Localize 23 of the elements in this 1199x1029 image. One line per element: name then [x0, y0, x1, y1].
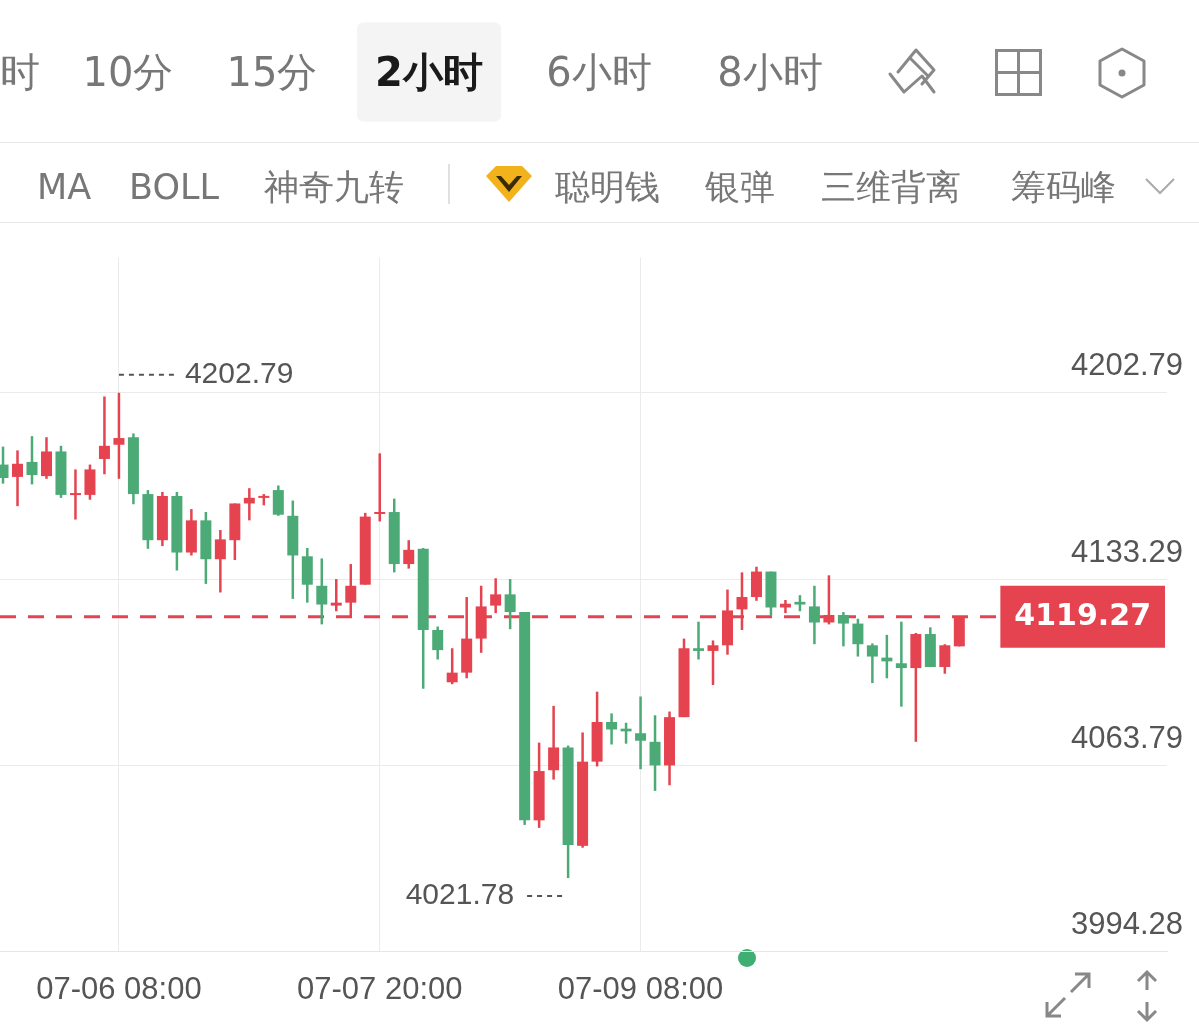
text: 三维背离 [821, 165, 961, 209]
x-tick-label: 07-07 20:00 [297, 970, 463, 1006]
annotation: 4021.78 [405, 877, 515, 911]
text: 15分 [226, 47, 318, 97]
x-tick-label: 07-09 08:00 [557, 970, 724, 1006]
text: 银弹 [705, 165, 775, 209]
text: 6小时 [546, 47, 652, 97]
annotation: 4202.79 [184, 356, 294, 390]
text: 筹码峰 [1010, 165, 1116, 209]
text: 8小时 [717, 47, 823, 97]
x-tick-label: 07-06 08:00 [36, 970, 202, 1006]
ref-line-label: 4119.27 [1014, 597, 1151, 633]
y-tick-label: 4133.29 [1070, 533, 1183, 569]
text: 时 [0, 47, 40, 97]
text: 2小时 [357, 22, 501, 122]
y-tick-label: 4063.79 [1070, 719, 1183, 755]
y-tick-label: 3994.28 [1070, 906, 1183, 942]
y-tick-label: 4202.79 [1070, 347, 1183, 383]
text: MA [36, 167, 92, 207]
text: 聪明钱 [554, 165, 660, 209]
text: BOLL [129, 167, 219, 207]
text: 神奇九转 [264, 165, 404, 209]
text: 10分 [82, 47, 174, 97]
